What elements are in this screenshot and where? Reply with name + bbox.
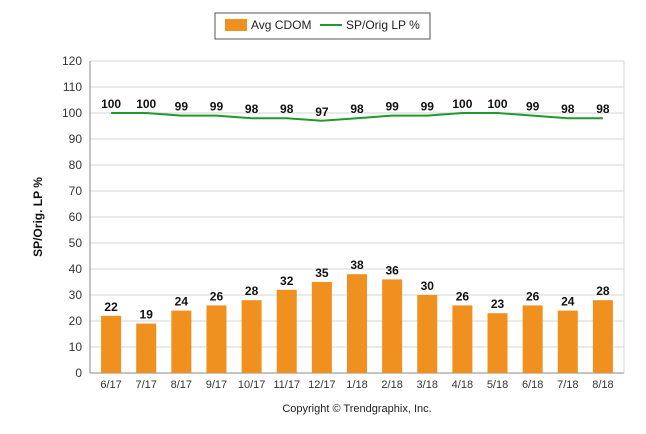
legend: Avg CDOM SP/Orig LP % (214, 12, 431, 40)
y-tick-label: 0 (75, 366, 82, 380)
bar-data-label: 22 (104, 300, 118, 314)
line-data-label: 99 (210, 100, 224, 114)
line-data-label: 98 (245, 102, 259, 116)
y-tick-label: 120 (62, 54, 82, 68)
bar-data-label: 36 (385, 263, 399, 277)
bar-data-label: 23 (491, 297, 505, 311)
x-tick-label: 12/17 (308, 379, 336, 391)
line-data-label: 98 (350, 102, 364, 116)
line-data-label: 100 (101, 97, 121, 111)
bar-data-label: 28 (596, 284, 610, 298)
line-path (111, 112, 603, 122)
bar-data-label: 19 (140, 308, 154, 322)
line-data-label: 98 (596, 102, 610, 116)
line-data-label: 100 (136, 97, 156, 111)
x-tick-label: 11/17 (273, 379, 300, 391)
y-tick-label: 70 (69, 184, 83, 198)
line-data-label: 98 (280, 102, 294, 116)
y-axis-ticks: 0 10 20 30 40 50 60 70 80 90 100 110 120 (62, 54, 82, 380)
line-data-label: 99 (421, 100, 435, 114)
x-tick-label: 6/17 (100, 379, 121, 391)
bar (417, 295, 438, 373)
bar-data-label: 26 (526, 289, 540, 303)
x-tick-label: 7/18 (557, 379, 578, 391)
y-tick-label: 60 (69, 210, 83, 224)
bar (452, 305, 473, 373)
y-tick-label: 20 (69, 314, 83, 328)
x-tick-label: 3/18 (417, 379, 438, 391)
x-tick-label: 8/18 (592, 379, 613, 391)
line-data-label: 99 (526, 100, 540, 114)
legend-bar-label: Avg CDOM (251, 18, 311, 32)
bar (171, 310, 192, 373)
y-axis-label: SP/Orig. LP % (31, 177, 45, 257)
bar-data-label: 26 (210, 289, 224, 303)
bar-series: 22 19 24 26 28 32 35 38 36 30 26 23 26 24 28 (101, 258, 613, 373)
legend-line-label: SP/Orig LP % (346, 18, 420, 32)
y-tick-label: 100 (62, 106, 82, 120)
bar-data-label: 28 (245, 284, 259, 298)
y-tick-label: 50 (69, 236, 83, 250)
y-tick-label: 10 (69, 340, 83, 354)
legend-bar-swatch (225, 19, 247, 31)
copyright: Copyright © Trendgraphix, Inc. (282, 403, 431, 415)
x-tick-label: 10/17 (238, 379, 266, 391)
x-tick-label: 1/18 (346, 379, 367, 391)
bar (487, 313, 508, 373)
axes (89, 61, 625, 373)
bar-data-label: 24 (561, 295, 575, 309)
bar (136, 323, 157, 373)
bar-data-label: 32 (280, 274, 294, 288)
bar (101, 315, 122, 373)
bar-data-label: 26 (456, 289, 470, 303)
line-data-label: 99 (175, 100, 189, 114)
y-tick-label: 80 (69, 158, 83, 172)
line-series: 100 100 99 99 98 98 97 98 99 99 100 100 99 98 98 (101, 97, 610, 122)
y-tick-label: 90 (69, 132, 83, 146)
y-tick-label: 40 (69, 262, 83, 276)
bar (347, 274, 367, 373)
x-axis-ticks: 6/17 7/17 8/17 9/17 10/17 11/17 12/17 1/18 2/18 3… (100, 379, 613, 391)
line-data-label: 99 (385, 100, 399, 114)
y-tick-label: 30 (69, 288, 83, 302)
bar (311, 282, 332, 373)
bar (206, 305, 227, 373)
bar (382, 279, 403, 373)
bar (241, 300, 262, 373)
y-tick-label: 110 (63, 80, 82, 94)
line-data-label: 100 (452, 97, 472, 111)
bar-data-label: 35 (315, 266, 329, 280)
x-tick-label: 6/18 (522, 379, 543, 391)
bar-data-label: 24 (175, 295, 189, 309)
bar-data-label: 30 (421, 279, 435, 293)
bar (522, 305, 543, 373)
bar (592, 300, 613, 373)
bar-data-label: 38 (350, 258, 364, 272)
line-data-label: 100 (488, 97, 508, 111)
x-tick-label: 2/18 (381, 379, 402, 391)
bar (557, 310, 578, 373)
x-tick-label: 8/17 (171, 379, 192, 391)
x-tick-label: 5/18 (487, 379, 508, 391)
x-tick-label: 4/18 (452, 379, 473, 391)
bar (276, 289, 297, 373)
line-data-label: 98 (561, 102, 575, 116)
line-data-label: 97 (315, 105, 329, 119)
x-tick-label: 7/17 (135, 379, 156, 391)
x-tick-label: 9/17 (206, 379, 227, 391)
